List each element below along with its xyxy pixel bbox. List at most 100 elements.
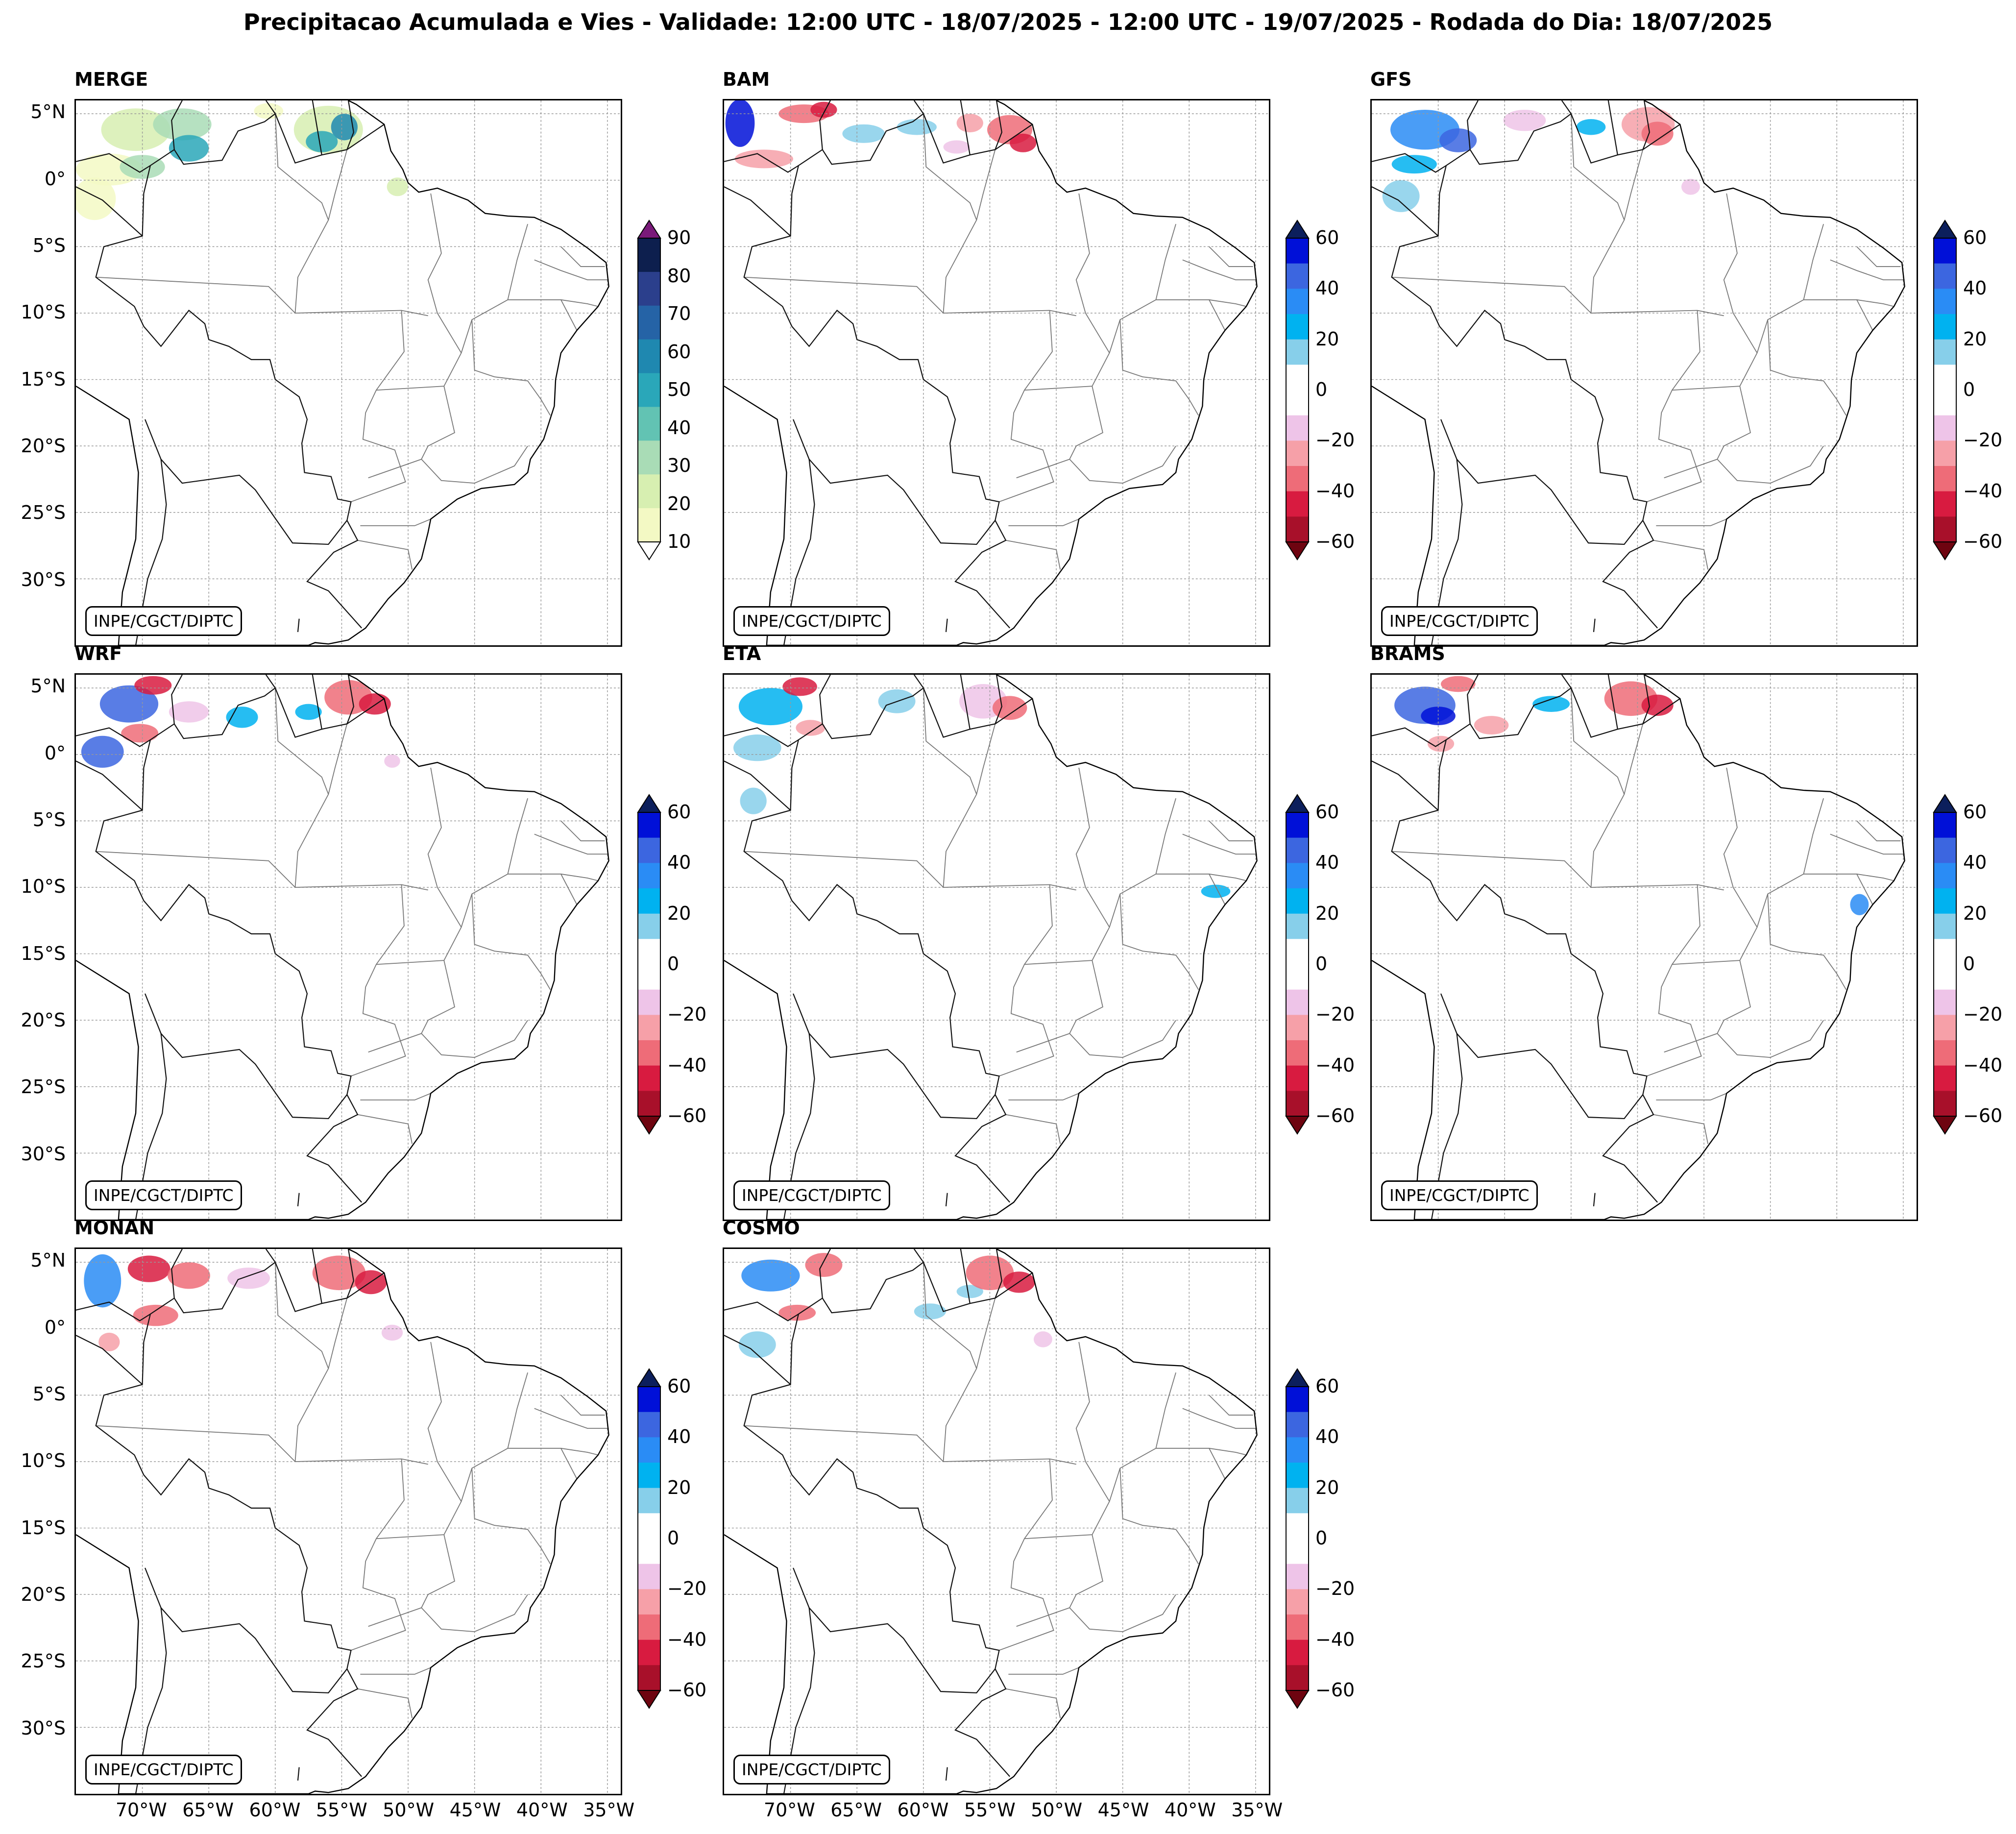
bias-area xyxy=(98,1332,120,1351)
colorbar-swatch xyxy=(1286,1614,1309,1640)
country-border xyxy=(1431,1033,1463,1220)
state-border xyxy=(534,833,609,855)
state-border xyxy=(471,894,551,990)
bias-area xyxy=(1576,119,1606,135)
colorbar-swatch xyxy=(1286,263,1309,289)
colorbar-tick-label: −20 xyxy=(1963,1003,2003,1026)
country-border xyxy=(1440,419,1644,545)
colorbar-tick-label: 0 xyxy=(667,953,680,975)
credit-label: INPE/CGCT/DIPTC xyxy=(733,606,890,636)
colorbar-frame xyxy=(637,238,661,542)
latitude-label: 5°S xyxy=(32,808,66,831)
state-border xyxy=(421,1534,528,1632)
colorbar-tick-label: 60 xyxy=(1963,227,1987,248)
state-border xyxy=(357,1688,413,1718)
colorbar-swatch xyxy=(1934,1091,1956,1117)
bias-area xyxy=(741,1259,800,1292)
country-border xyxy=(1440,993,1644,1120)
state-border xyxy=(1182,259,1257,281)
colorbar-over-arrow xyxy=(637,1368,661,1387)
credit-label: INPE/CGCT/DIPTC xyxy=(1381,1180,1538,1210)
colorbar-tick-label: −20 xyxy=(1963,429,2003,451)
state-border xyxy=(1069,1534,1176,1632)
state-border xyxy=(1830,259,1905,281)
bias-colorbar: 60 40 20 0 −20 −40 −60 xyxy=(1285,220,1371,561)
colorbar-tick-label: −60 xyxy=(667,1679,707,1701)
colorbar-swatch xyxy=(638,305,660,340)
state-border xyxy=(360,1667,431,1675)
colorbar-swatch xyxy=(1286,1513,1309,1539)
country-border xyxy=(995,100,1002,150)
state-border xyxy=(1767,894,1847,990)
colorbar-swatch xyxy=(638,271,660,306)
colorbar-over-arrow xyxy=(1285,794,1310,813)
precipitation-area xyxy=(76,177,116,220)
map-canvas xyxy=(74,1247,622,1795)
country-border xyxy=(960,675,971,730)
country-border xyxy=(1593,618,1596,632)
bias-area xyxy=(1850,894,1869,915)
colorbar-tick-label: −60 xyxy=(1963,1105,2003,1126)
country-border xyxy=(1372,186,1439,237)
state-border xyxy=(1005,539,1061,570)
colorbar-frame xyxy=(1286,1386,1309,1691)
country-border xyxy=(960,100,971,155)
colorbar-swatch xyxy=(1934,1040,1956,1066)
precipitation-area xyxy=(101,108,170,151)
latitude-label: 5°N xyxy=(30,675,66,697)
state-border xyxy=(1024,1342,1110,1540)
state-border xyxy=(999,884,1054,1076)
state-border xyxy=(1024,767,1110,965)
colorbar-swatch xyxy=(638,939,660,965)
state-border xyxy=(744,276,1076,317)
country-border xyxy=(76,727,151,747)
state-border xyxy=(376,767,462,965)
colorbar-swatch xyxy=(638,913,660,939)
state-border xyxy=(1856,873,1895,881)
colorbar-swatch xyxy=(1286,863,1309,889)
country-border xyxy=(783,459,815,645)
country-border xyxy=(783,1033,815,1220)
colorbar-swatch xyxy=(1286,1665,1309,1691)
bias-area xyxy=(169,701,209,723)
state-border xyxy=(1391,851,1724,891)
map-canvas xyxy=(74,673,622,1221)
country-border xyxy=(171,1249,183,1298)
credit-label: INPE/CGCT/DIPTC xyxy=(733,1180,890,1210)
country-border xyxy=(346,100,354,150)
colorbar-swatch xyxy=(1286,812,1309,838)
country-border xyxy=(145,1567,348,1694)
state-border xyxy=(560,246,605,267)
country-border xyxy=(143,883,362,1203)
colorbar-swatch xyxy=(1934,516,1956,542)
colorbar-swatch xyxy=(638,1665,660,1691)
state-border xyxy=(560,1394,605,1416)
latitude-label: 10°S xyxy=(21,876,66,898)
colorbar-tick-label: −60 xyxy=(1315,531,1355,552)
bias-area xyxy=(956,1285,983,1298)
bias-area xyxy=(1439,128,1477,152)
country-border xyxy=(724,1335,791,1385)
country-border xyxy=(312,1249,322,1304)
panel-title: BAM xyxy=(723,69,770,90)
latitude-label: 10°S xyxy=(21,1450,66,1472)
state-border xyxy=(923,688,977,888)
state-border xyxy=(96,1425,428,1465)
coastline xyxy=(76,675,609,1220)
country-border xyxy=(1642,675,1650,724)
colorbar-swatch xyxy=(1934,365,1956,391)
state-border xyxy=(1109,1372,1176,1502)
longitude-label: 50°W xyxy=(1031,1799,1083,1821)
longitude-label: 45°W xyxy=(449,1799,501,1821)
state-border xyxy=(1209,873,1247,881)
colorbar-tick-label: 40 xyxy=(1963,852,1987,874)
state-border xyxy=(1624,724,1644,795)
country-border xyxy=(945,1767,948,1781)
panel-title: COSMO xyxy=(723,1217,800,1239)
colorbar-over-arrow xyxy=(1933,794,1957,813)
country-border xyxy=(791,1458,1010,1777)
state-border xyxy=(1647,884,1702,1076)
latitude-label: 20°S xyxy=(21,1583,66,1605)
map-canvas xyxy=(1370,99,1918,647)
state-border xyxy=(1653,1114,1709,1144)
